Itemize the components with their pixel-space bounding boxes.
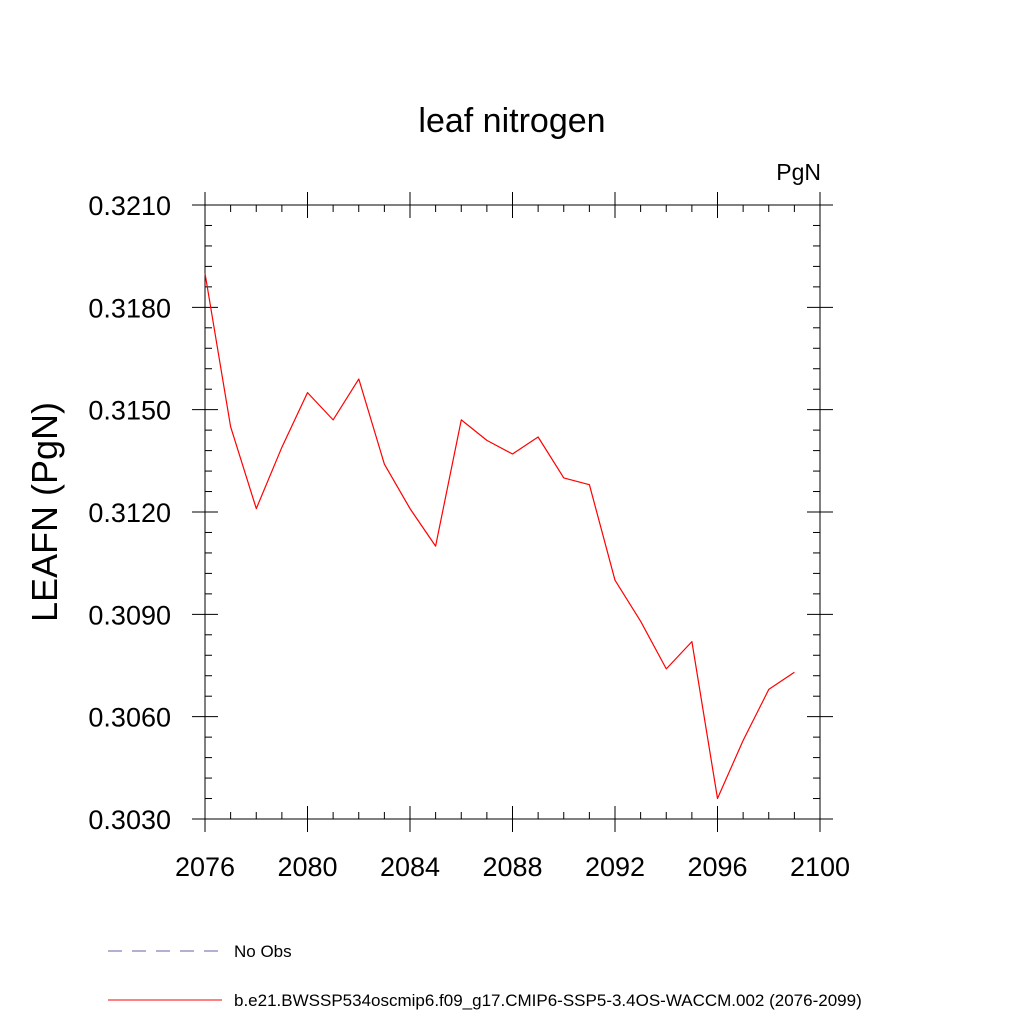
y-tick-label: 0.3060	[88, 703, 171, 733]
y-tick-label: 0.3180	[88, 293, 171, 323]
y-tick-label: 0.3120	[88, 498, 171, 528]
y-tick-label: 0.3150	[88, 396, 171, 426]
x-tick-label: 2092	[585, 852, 645, 882]
x-tick-label: 2084	[380, 852, 440, 882]
legend-label: No Obs	[234, 942, 292, 961]
chart-title: leaf nitrogen	[418, 102, 605, 140]
series-line	[204, 273, 795, 800]
major-ticks	[192, 192, 833, 832]
y-axis-title: LEAFN (PgN)	[24, 402, 65, 622]
x-tick-label: 2076	[175, 852, 235, 882]
x-tick-label: 2100	[790, 852, 850, 882]
plot-frame	[204, 204, 821, 820]
y-tick-label: 0.3210	[88, 191, 171, 221]
units-label: PgN	[776, 159, 821, 185]
minor-ticks	[205, 205, 820, 819]
x-tick-labels: 2076 2080 2084 2088 2092 2096 2100	[175, 852, 850, 882]
legend: No Obs b.e21.BWSSP534oscmip6.f09_g17.CMIP…	[108, 942, 862, 1010]
x-tick-label: 2096	[687, 852, 747, 882]
x-tick-label: 2088	[482, 852, 542, 882]
y-tick-labels: 0.3030 0.3060 0.3090 0.3120 0.3150 0.3180 0.32…	[88, 191, 171, 835]
series-lines	[204, 273, 795, 800]
x-tick-label: 2080	[277, 852, 337, 882]
y-tick-label: 0.3030	[88, 805, 171, 835]
legend-label: b.e21.BWSSP534oscmip6.f09_g17.CMIP6-SSP5…	[234, 991, 862, 1010]
y-tick-label: 0.3090	[88, 600, 171, 630]
